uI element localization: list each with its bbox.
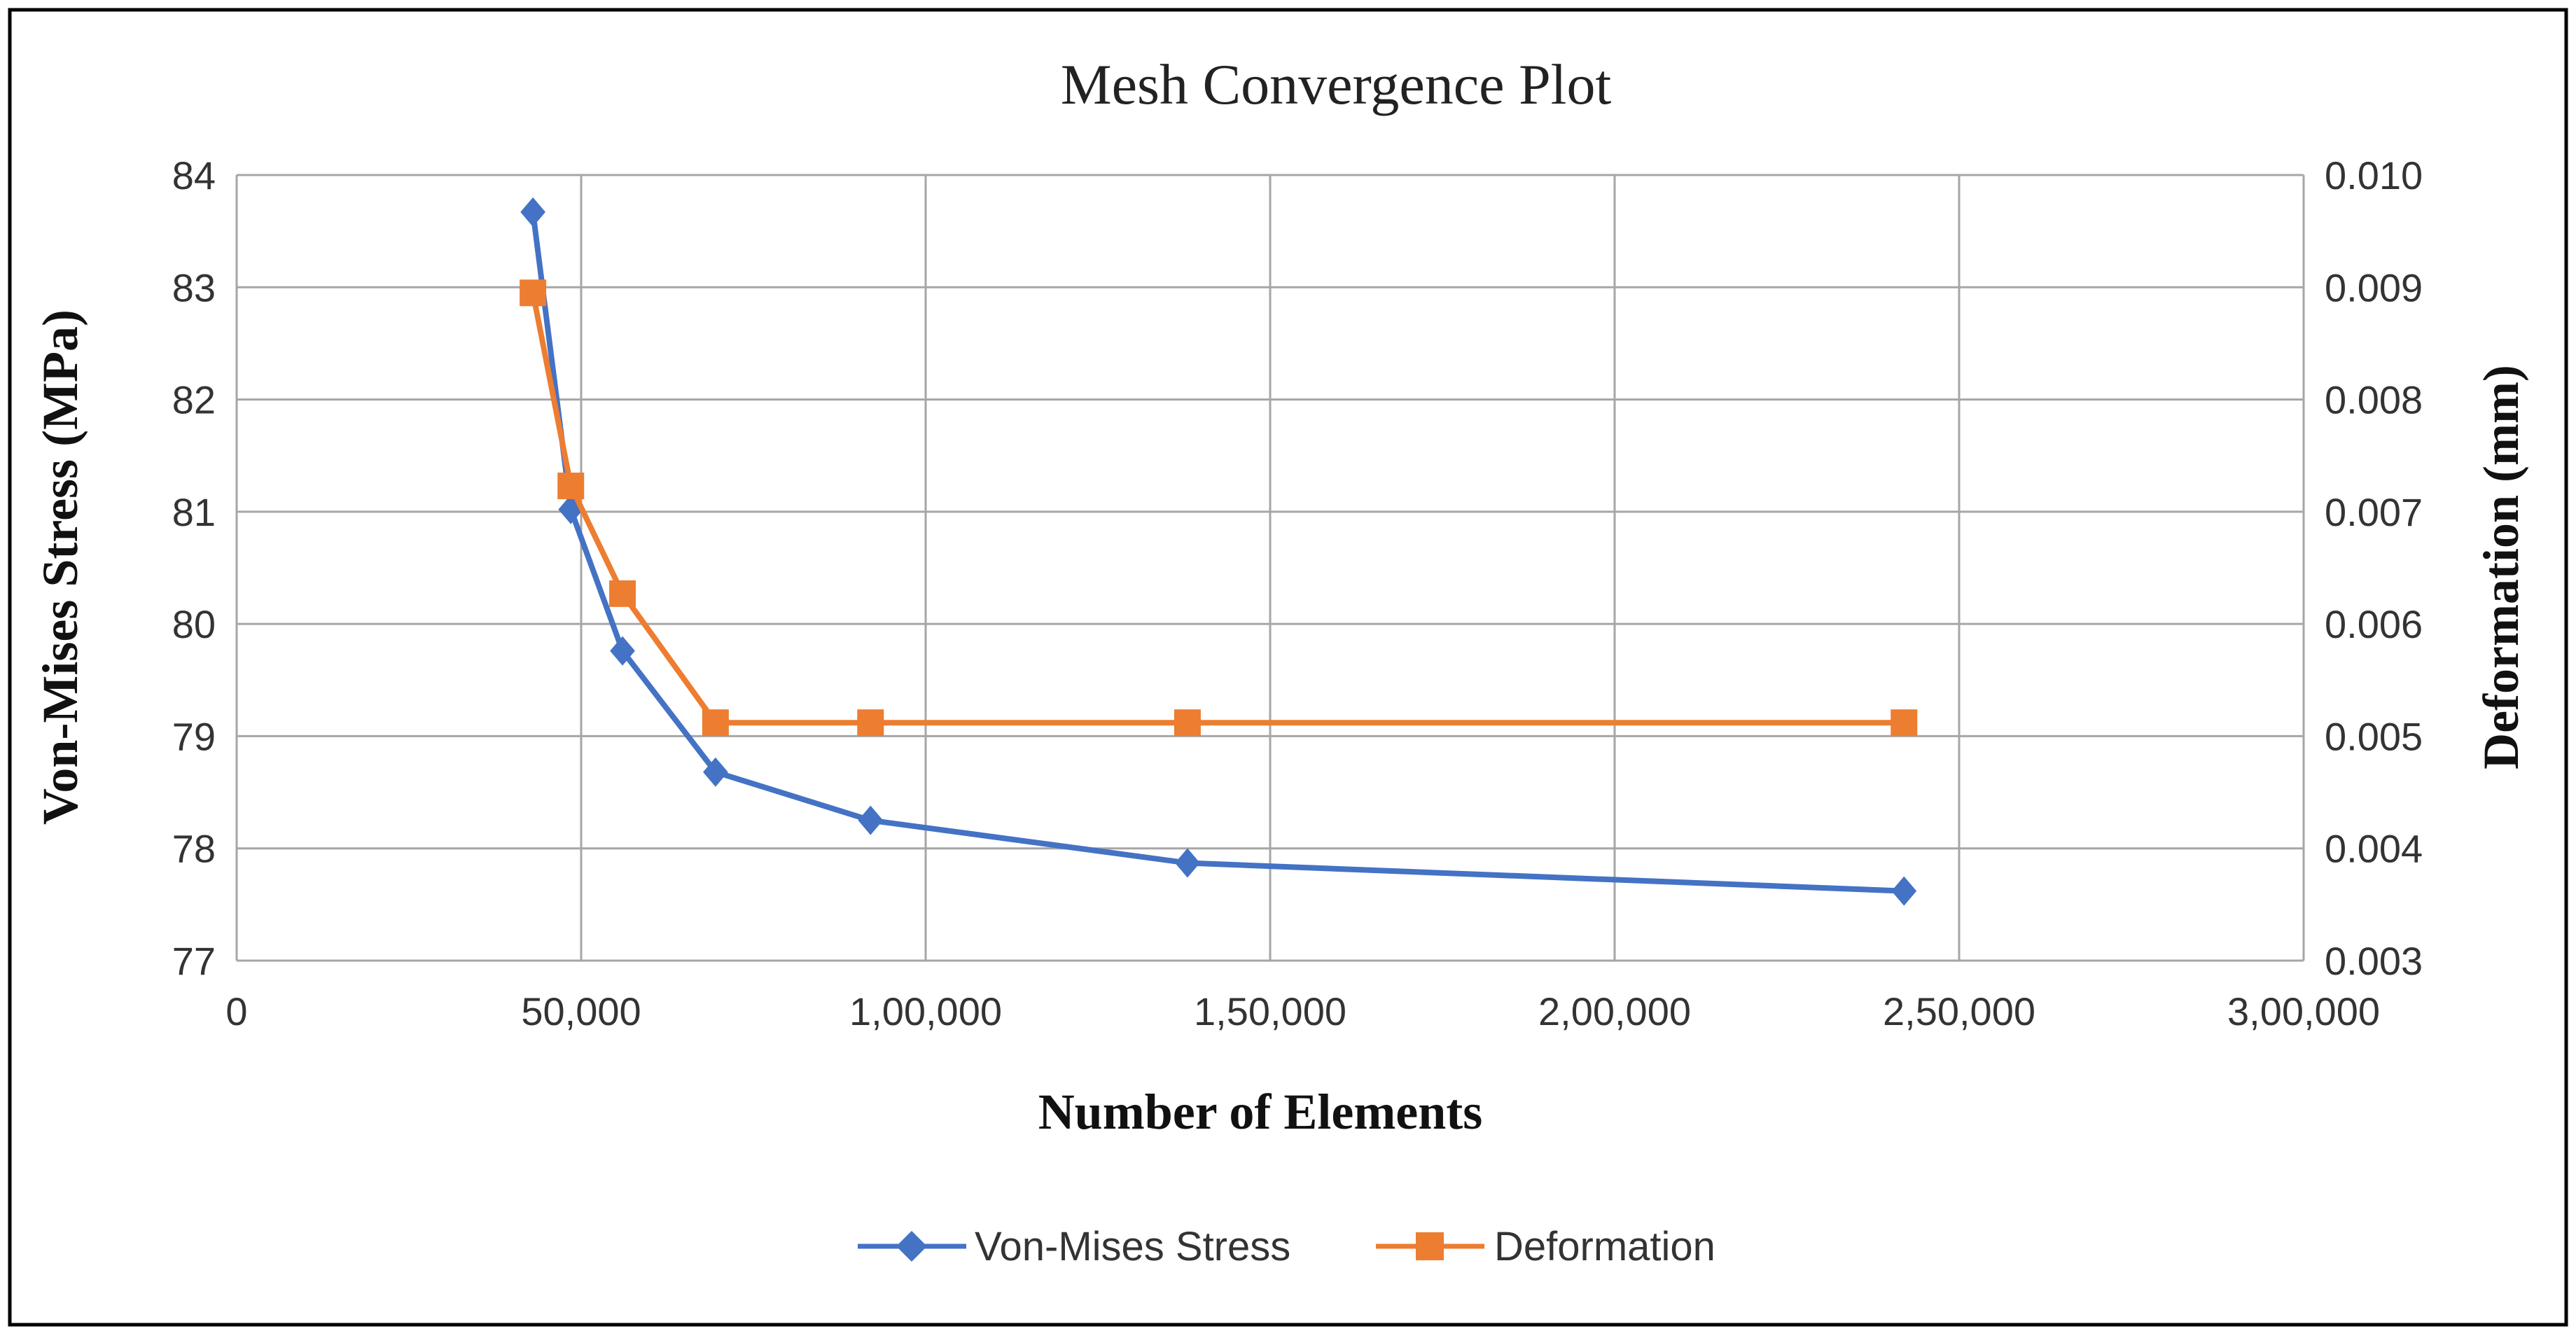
- legend-item-deformation: Deformation: [1376, 1224, 1715, 1269]
- legend-item-von-mises: Von-Mises Stress: [858, 1224, 1290, 1269]
- y2-tick-label: 0.003: [2325, 939, 2423, 983]
- series-von-mises-stress: [520, 197, 1917, 906]
- data-point-square: [520, 279, 547, 307]
- data-point-square: [1174, 709, 1201, 737]
- y2-tick-label: 0.010: [2325, 153, 2423, 197]
- data-point-diamond: [703, 757, 728, 787]
- y-tick-label: 79: [172, 714, 216, 758]
- y-tick-label: 81: [172, 490, 216, 534]
- series-deformation: [520, 279, 1918, 737]
- legend-marker-square-icon: [1416, 1232, 1444, 1260]
- y2-tick-label: 0.006: [2325, 602, 2423, 646]
- data-point-diamond: [858, 805, 884, 835]
- data-point-diamond: [1175, 848, 1200, 878]
- chart-frame: [8, 8, 2568, 1327]
- data-series: [520, 197, 1918, 906]
- legend-marker-diamond-icon: [896, 1231, 927, 1262]
- axes: 77 78 79 80 81 82 83 84 0.003 0.004 0.005 0.006 0.00…: [172, 153, 2423, 1033]
- data-point-diamond: [520, 197, 545, 227]
- y2-tick-label: 0.007: [2325, 490, 2423, 534]
- y2-tick-label: 0.004: [2325, 827, 2423, 871]
- data-point-diamond: [610, 636, 635, 666]
- data-point-square: [1891, 709, 1918, 737]
- x-tick-label: 50,000: [521, 989, 641, 1033]
- x-tick-label: 0: [225, 989, 247, 1033]
- y-tick-label: 83: [172, 265, 216, 309]
- x-tick-label: 1,00,000: [849, 989, 1002, 1033]
- legend: Von-Mises Stress Deformation: [858, 1224, 1715, 1269]
- y2-tick-label: 0.005: [2325, 714, 2423, 758]
- data-point-square: [702, 709, 729, 737]
- x-tick-label: 2,50,000: [1883, 989, 2035, 1033]
- y-tick-label: 82: [172, 378, 216, 422]
- y-axis-title: Von-Mises Stress (MPa): [32, 309, 88, 825]
- x-axis-title: Number of Elements: [1038, 1084, 1483, 1140]
- legend-label-deformation: Deformation: [1494, 1224, 1715, 1269]
- legend-label-von-mises: Von-Mises Stress: [975, 1224, 1290, 1269]
- x-tick-label: 3,00,000: [2227, 989, 2380, 1033]
- y-tick-label: 80: [172, 602, 216, 646]
- data-point-square: [557, 472, 585, 499]
- grid-lines: [235, 174, 2305, 962]
- data-point-diamond: [1891, 876, 1917, 906]
- y2-axis-title: Deformation (mm): [2473, 365, 2529, 769]
- y2-tick-label: 0.008: [2325, 378, 2423, 422]
- x-tick-label: 1,50,000: [1194, 989, 1346, 1033]
- data-point-diamond: [558, 494, 584, 524]
- x-tick-label: 2,00,000: [1538, 989, 1691, 1033]
- data-point-square: [609, 580, 636, 607]
- data-point-square: [857, 709, 884, 737]
- y2-tick-label: 0.009: [2325, 265, 2423, 309]
- y-tick-label: 77: [172, 939, 216, 983]
- y-tick-label: 84: [172, 153, 216, 197]
- chart-title: Mesh Convergence Plot: [1061, 53, 1612, 116]
- y-tick-label: 78: [172, 827, 216, 871]
